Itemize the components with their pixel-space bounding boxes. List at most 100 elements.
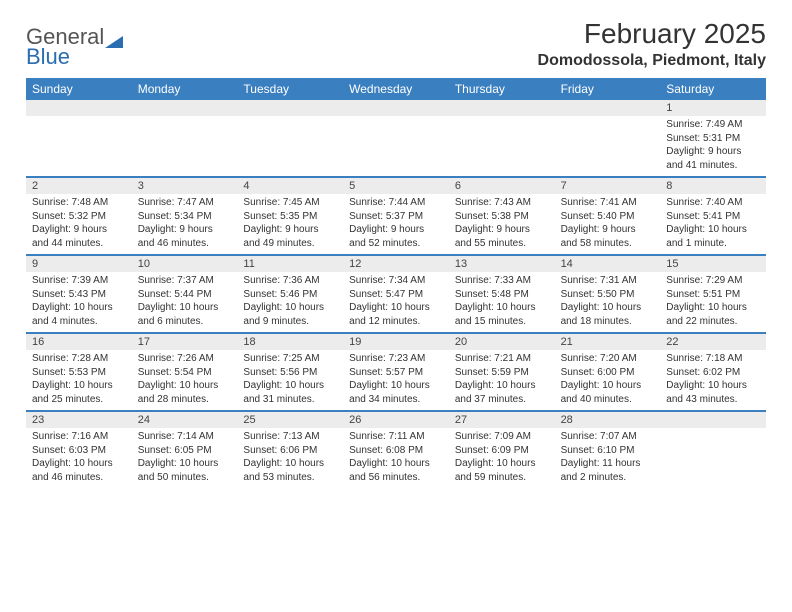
day-number: 7 bbox=[555, 178, 661, 194]
sunset-text: Sunset: 5:41 PM bbox=[666, 210, 760, 224]
sunset-text: Sunset: 5:47 PM bbox=[349, 288, 443, 302]
daylight-text: Daylight: 10 hours and 31 minutes. bbox=[243, 379, 337, 406]
day-cell: 16Sunrise: 7:28 AMSunset: 5:53 PMDayligh… bbox=[26, 334, 132, 410]
sunrise-text: Sunrise: 7:40 AM bbox=[666, 196, 760, 210]
sunset-text: Sunset: 5:54 PM bbox=[138, 366, 232, 380]
sunrise-text: Sunrise: 7:31 AM bbox=[561, 274, 655, 288]
daylight-text: Daylight: 10 hours and 15 minutes. bbox=[455, 301, 549, 328]
sunset-text: Sunset: 5:50 PM bbox=[561, 288, 655, 302]
day-cell: 21Sunrise: 7:20 AMSunset: 6:00 PMDayligh… bbox=[555, 334, 661, 410]
day-details bbox=[449, 116, 555, 172]
day-cell bbox=[660, 412, 766, 488]
sunset-text: Sunset: 5:37 PM bbox=[349, 210, 443, 224]
day-details: Sunrise: 7:40 AMSunset: 5:41 PMDaylight:… bbox=[660, 194, 766, 254]
day-number bbox=[132, 100, 238, 116]
daylight-text: Daylight: 10 hours and 28 minutes. bbox=[138, 379, 232, 406]
day-details: Sunrise: 7:44 AMSunset: 5:37 PMDaylight:… bbox=[343, 194, 449, 254]
sunset-text: Sunset: 6:03 PM bbox=[32, 444, 126, 458]
day-details: Sunrise: 7:48 AMSunset: 5:32 PMDaylight:… bbox=[26, 194, 132, 254]
day-details: Sunrise: 7:45 AMSunset: 5:35 PMDaylight:… bbox=[237, 194, 343, 254]
sunset-text: Sunset: 5:44 PM bbox=[138, 288, 232, 302]
sunset-text: Sunset: 5:59 PM bbox=[455, 366, 549, 380]
weekday-header: Wednesday bbox=[343, 78, 449, 100]
sunset-text: Sunset: 5:40 PM bbox=[561, 210, 655, 224]
daylight-text: Daylight: 10 hours and 53 minutes. bbox=[243, 457, 337, 484]
sunrise-text: Sunrise: 7:23 AM bbox=[349, 352, 443, 366]
day-number: 21 bbox=[555, 334, 661, 350]
day-details: Sunrise: 7:37 AMSunset: 5:44 PMDaylight:… bbox=[132, 272, 238, 332]
day-cell: 27Sunrise: 7:09 AMSunset: 6:09 PMDayligh… bbox=[449, 412, 555, 488]
day-number: 15 bbox=[660, 256, 766, 272]
sunrise-text: Sunrise: 7:45 AM bbox=[243, 196, 337, 210]
sunset-text: Sunset: 5:35 PM bbox=[243, 210, 337, 224]
day-number: 27 bbox=[449, 412, 555, 428]
daylight-text: Daylight: 10 hours and 6 minutes. bbox=[138, 301, 232, 328]
daylight-text: Daylight: 10 hours and 40 minutes. bbox=[561, 379, 655, 406]
day-details: Sunrise: 7:13 AMSunset: 6:06 PMDaylight:… bbox=[237, 428, 343, 488]
daylight-text: Daylight: 10 hours and 9 minutes. bbox=[243, 301, 337, 328]
daylight-text: Daylight: 9 hours and 41 minutes. bbox=[666, 145, 760, 172]
day-number: 28 bbox=[555, 412, 661, 428]
day-details bbox=[132, 116, 238, 172]
week-row: 16Sunrise: 7:28 AMSunset: 5:53 PMDayligh… bbox=[26, 332, 766, 410]
day-cell: 18Sunrise: 7:25 AMSunset: 5:56 PMDayligh… bbox=[237, 334, 343, 410]
day-cell: 8Sunrise: 7:40 AMSunset: 5:41 PMDaylight… bbox=[660, 178, 766, 254]
day-number: 6 bbox=[449, 178, 555, 194]
day-cell bbox=[449, 100, 555, 176]
day-cell: 25Sunrise: 7:13 AMSunset: 6:06 PMDayligh… bbox=[237, 412, 343, 488]
daylight-text: Daylight: 9 hours and 44 minutes. bbox=[32, 223, 126, 250]
day-number: 8 bbox=[660, 178, 766, 194]
day-cell: 3Sunrise: 7:47 AMSunset: 5:34 PMDaylight… bbox=[132, 178, 238, 254]
sunrise-text: Sunrise: 7:29 AM bbox=[666, 274, 760, 288]
day-cell: 2Sunrise: 7:48 AMSunset: 5:32 PMDaylight… bbox=[26, 178, 132, 254]
day-details: Sunrise: 7:41 AMSunset: 5:40 PMDaylight:… bbox=[555, 194, 661, 254]
day-number: 20 bbox=[449, 334, 555, 350]
day-number bbox=[26, 100, 132, 116]
day-details: Sunrise: 7:36 AMSunset: 5:46 PMDaylight:… bbox=[237, 272, 343, 332]
sunset-text: Sunset: 5:57 PM bbox=[349, 366, 443, 380]
daylight-text: Daylight: 10 hours and 56 minutes. bbox=[349, 457, 443, 484]
week-row: 23Sunrise: 7:16 AMSunset: 6:03 PMDayligh… bbox=[26, 410, 766, 488]
day-number: 11 bbox=[237, 256, 343, 272]
day-cell: 22Sunrise: 7:18 AMSunset: 6:02 PMDayligh… bbox=[660, 334, 766, 410]
weekday-header-row: Sunday Monday Tuesday Wednesday Thursday… bbox=[26, 78, 766, 100]
daylight-text: Daylight: 9 hours and 58 minutes. bbox=[561, 223, 655, 250]
sunrise-text: Sunrise: 7:16 AM bbox=[32, 430, 126, 444]
sunrise-text: Sunrise: 7:37 AM bbox=[138, 274, 232, 288]
day-details bbox=[343, 116, 449, 172]
day-details bbox=[237, 116, 343, 172]
daylight-text: Daylight: 9 hours and 55 minutes. bbox=[455, 223, 549, 250]
day-details: Sunrise: 7:23 AMSunset: 5:57 PMDaylight:… bbox=[343, 350, 449, 410]
week-row: 2Sunrise: 7:48 AMSunset: 5:32 PMDaylight… bbox=[26, 176, 766, 254]
day-number: 1 bbox=[660, 100, 766, 116]
day-cell: 10Sunrise: 7:37 AMSunset: 5:44 PMDayligh… bbox=[132, 256, 238, 332]
sunrise-text: Sunrise: 7:33 AM bbox=[455, 274, 549, 288]
daylight-text: Daylight: 10 hours and 37 minutes. bbox=[455, 379, 549, 406]
daylight-text: Daylight: 10 hours and 34 minutes. bbox=[349, 379, 443, 406]
day-details: Sunrise: 7:49 AMSunset: 5:31 PMDaylight:… bbox=[660, 116, 766, 176]
daylight-text: Daylight: 9 hours and 49 minutes. bbox=[243, 223, 337, 250]
sunrise-text: Sunrise: 7:47 AM bbox=[138, 196, 232, 210]
day-cell bbox=[237, 100, 343, 176]
day-number: 24 bbox=[132, 412, 238, 428]
logo: General Blue bbox=[26, 18, 123, 68]
day-details: Sunrise: 7:20 AMSunset: 6:00 PMDaylight:… bbox=[555, 350, 661, 410]
week-row: 9Sunrise: 7:39 AMSunset: 5:43 PMDaylight… bbox=[26, 254, 766, 332]
day-number: 10 bbox=[132, 256, 238, 272]
sunset-text: Sunset: 5:51 PM bbox=[666, 288, 760, 302]
sunrise-text: Sunrise: 7:25 AM bbox=[243, 352, 337, 366]
sunset-text: Sunset: 5:38 PM bbox=[455, 210, 549, 224]
day-cell: 4Sunrise: 7:45 AMSunset: 5:35 PMDaylight… bbox=[237, 178, 343, 254]
sunset-text: Sunset: 5:32 PM bbox=[32, 210, 126, 224]
day-number: 2 bbox=[26, 178, 132, 194]
sunrise-text: Sunrise: 7:48 AM bbox=[32, 196, 126, 210]
sunset-text: Sunset: 6:00 PM bbox=[561, 366, 655, 380]
weekday-header: Friday bbox=[555, 78, 661, 100]
sunrise-text: Sunrise: 7:26 AM bbox=[138, 352, 232, 366]
daylight-text: Daylight: 10 hours and 18 minutes. bbox=[561, 301, 655, 328]
calendar: Sunday Monday Tuesday Wednesday Thursday… bbox=[26, 78, 766, 488]
day-number bbox=[660, 412, 766, 428]
weekday-header: Monday bbox=[132, 78, 238, 100]
day-cell: 5Sunrise: 7:44 AMSunset: 5:37 PMDaylight… bbox=[343, 178, 449, 254]
sunset-text: Sunset: 5:56 PM bbox=[243, 366, 337, 380]
